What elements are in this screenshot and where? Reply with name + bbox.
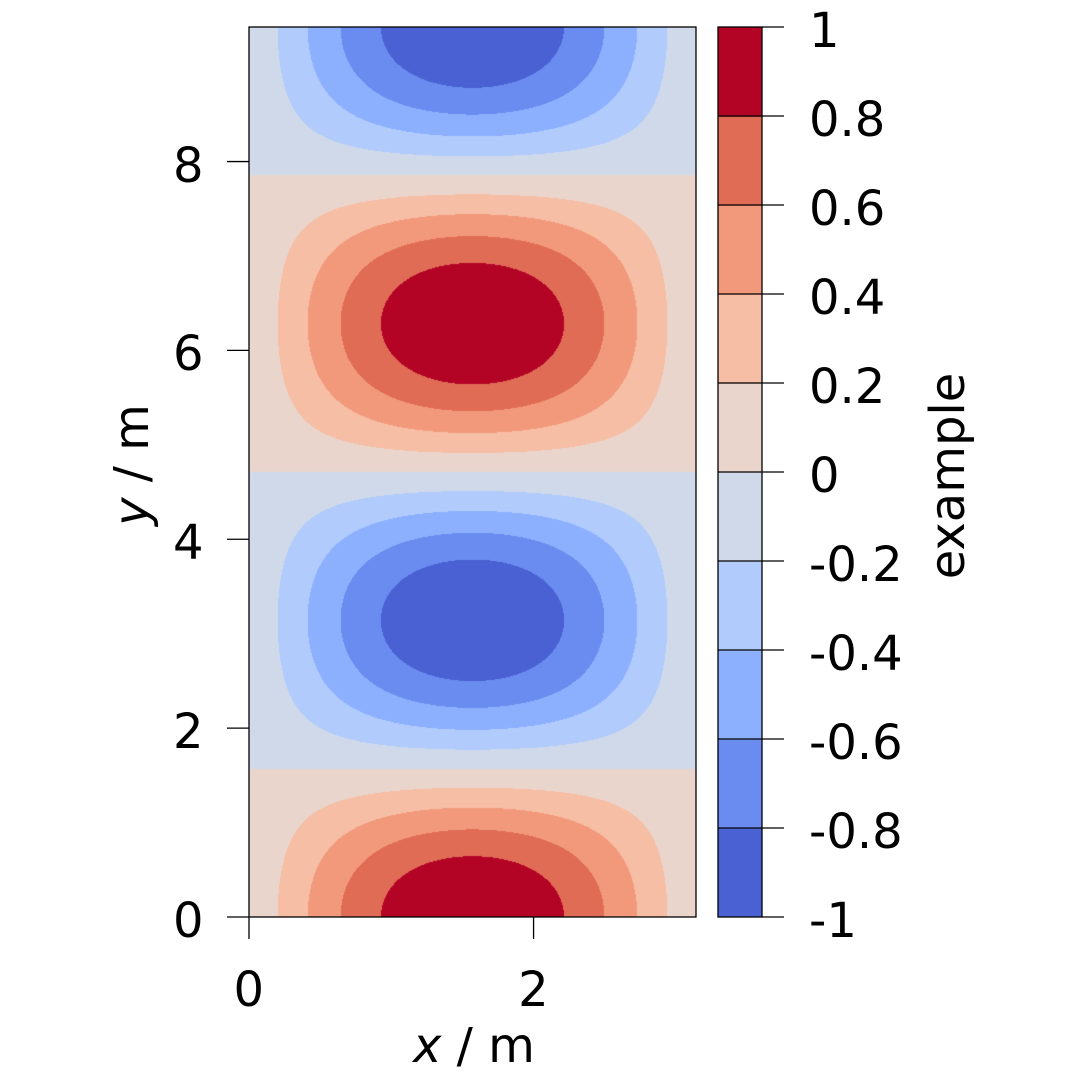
y-tick-label: 4 bbox=[173, 515, 204, 572]
contour-plot-area bbox=[249, 27, 696, 917]
colorbar-tick-label: 1 bbox=[809, 3, 840, 59]
colorbar-label: example bbox=[920, 372, 976, 580]
plot-frame bbox=[248, 26, 697, 918]
colorbar-tick-label: 0.6 bbox=[809, 181, 886, 237]
x-tick-label: 2 bbox=[518, 962, 549, 1018]
y-tick-label: 2 bbox=[173, 704, 204, 761]
y-tick-label: 8 bbox=[173, 137, 204, 194]
colorbar-tick-label: 0.4 bbox=[809, 270, 886, 326]
colorbar-tick-label: -0.8 bbox=[809, 804, 903, 860]
y-tick-label: 0 bbox=[173, 893, 204, 949]
y-axis-unit: / m bbox=[104, 404, 160, 498]
colorbar-tick-label: 0 bbox=[809, 448, 840, 504]
y-axis-label: y / m bbox=[104, 404, 160, 526]
colorbar-tick-label: -1 bbox=[809, 893, 857, 949]
y-axis-var: y bbox=[104, 497, 160, 526]
x-axis-label: x / m bbox=[413, 1022, 535, 1070]
colorbar-tick-label: -0.2 bbox=[809, 537, 903, 593]
colorbar-tick-label: 0.2 bbox=[809, 359, 886, 415]
x-axis-var: x bbox=[413, 1018, 442, 1074]
x-tick-label: 0 bbox=[233, 962, 265, 1018]
y-tick-label: 6 bbox=[173, 326, 204, 383]
x-axis-unit: / m bbox=[441, 1018, 535, 1074]
colorbar-tick-label: 0.8 bbox=[809, 92, 886, 148]
colorbar-tick-label: -0.4 bbox=[809, 626, 903, 682]
colorbar-tick-label: -0.6 bbox=[809, 715, 903, 771]
